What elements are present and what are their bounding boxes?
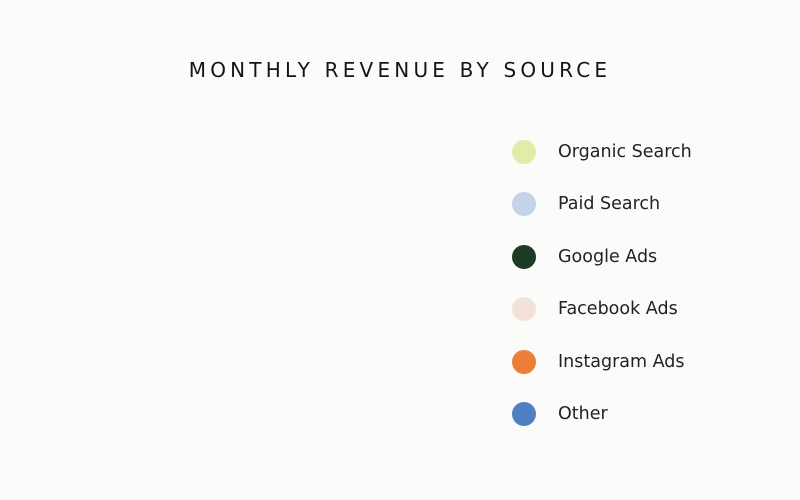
legend-item-google-ads: Google Ads [512,242,772,272]
legend-swatch-organic-search [512,140,536,164]
plot-area [40,110,460,470]
legend-label-other: Other [558,403,608,424]
legend: Organic Search Paid Search Google Ads Fa… [512,137,772,429]
legend-item-facebook-ads: Facebook Ads [512,294,772,324]
legend-item-instagram-ads: Instagram Ads [512,347,772,377]
legend-label-instagram-ads: Instagram Ads [558,351,685,372]
legend-item-paid-search: Paid Search [512,189,772,219]
legend-label-facebook-ads: Facebook Ads [558,299,678,320]
legend-swatch-other [512,401,536,426]
legend-item-other: Other [512,399,772,429]
legend-label-organic-search: Organic Search [558,142,692,162]
legend-swatch-paid-search [512,192,536,217]
legend-swatch-facebook-ads [512,297,536,322]
legend-item-organic-search: Organic Search [512,137,772,167]
legend-swatch-google-ads [512,244,536,269]
chart-title: MONTHLY REVENUE BY SOURCE [188,58,612,82]
legend-label-paid-search: Paid Search [558,194,661,215]
legend-label-google-ads: Google Ads [558,246,658,267]
legend-swatch-instagram-ads [512,349,536,374]
